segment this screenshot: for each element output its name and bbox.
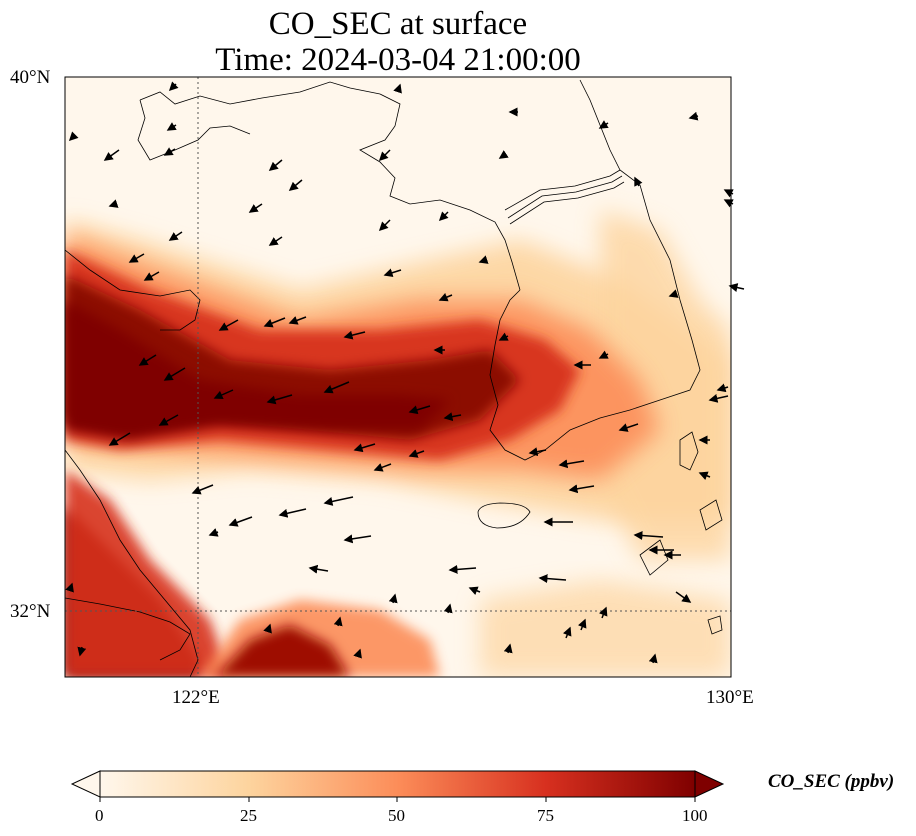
wind-arrow (266, 394, 293, 405)
wind-arrow (248, 203, 263, 213)
wind-arrow (578, 618, 587, 631)
wind-arrow (343, 534, 372, 544)
wind-arrow (191, 484, 214, 495)
wind-arrow (323, 381, 350, 394)
colorbar-unit-label: CO_SEC (ppbv) (768, 771, 895, 792)
wind-arrow (268, 159, 283, 171)
wind-arrow (108, 432, 131, 446)
wind-arrow (688, 111, 699, 121)
wind-arrow (438, 292, 453, 302)
wind-arrow (218, 319, 239, 331)
wind-arrow (443, 412, 462, 422)
wind-arrow (723, 189, 734, 198)
wind-arrow (599, 606, 608, 619)
wind-arrow (65, 582, 74, 593)
wind-arrow (468, 586, 481, 595)
wind-arrow (558, 459, 585, 469)
wind-arrow (103, 149, 120, 161)
wind-arrow (353, 648, 362, 659)
wind-arrow (388, 593, 398, 604)
wind-arrow (408, 405, 431, 415)
wind-arrow (698, 471, 711, 480)
wind-arrow (77, 646, 87, 657)
wind-arrow (263, 317, 286, 328)
map-title: CO_SEC at surface (268, 6, 528, 42)
wind-arrow (263, 623, 272, 634)
wind-arrow (716, 383, 729, 393)
wind-arrow (648, 653, 658, 664)
colorbar-tick-0: 0 (95, 806, 104, 825)
colorbar-gradient (100, 771, 695, 797)
wind-arrow (138, 354, 157, 366)
wind-arrow (168, 231, 183, 241)
wind-arrow (618, 423, 639, 432)
wind-arrow (158, 414, 179, 426)
wind-arrow (498, 150, 509, 159)
wind-arrow (723, 199, 734, 208)
wind-arrow (528, 447, 547, 457)
wind-arrow (288, 179, 303, 191)
lon-tick-130: 130°E (706, 687, 754, 708)
wind-arrow (443, 603, 453, 614)
wind-arrow (213, 389, 234, 400)
wind-arrow (208, 528, 219, 537)
wind-arrow (333, 616, 343, 627)
colorbar-tick-25: 25 (240, 806, 257, 825)
wind-arrow (393, 83, 402, 94)
wind-arrow (448, 564, 477, 574)
wind-arrow (568, 484, 595, 494)
wind-arrow (278, 508, 307, 518)
wind-arrow (163, 147, 176, 156)
gridlines (65, 77, 731, 677)
wind-arrow (438, 211, 449, 222)
wind-arrow (68, 131, 79, 142)
map-subtitle-time: Time: 2024-03-04 21:00:00 (215, 42, 581, 78)
wind-arrow (143, 271, 160, 281)
colorbar-tick-75: 75 (537, 806, 554, 825)
wind-arrow (168, 81, 179, 92)
wind-arrow (478, 255, 489, 264)
map-frame (64, 76, 732, 678)
wind-arrow (563, 626, 572, 639)
wind-arrow (668, 289, 679, 298)
wind-arrow (503, 643, 513, 654)
wind-arrow (498, 332, 509, 341)
wind-arrow (378, 149, 391, 162)
wind-arrow (343, 330, 366, 340)
wind-arrow (378, 219, 391, 232)
wind-arrow (323, 496, 354, 506)
lon-tick-122: 122°E (172, 687, 220, 708)
wind-arrow (708, 393, 729, 403)
wind-arrow (634, 176, 643, 187)
wind-arrow (108, 199, 119, 208)
wind-arrow (166, 122, 177, 131)
colorbar-extend-min (70, 770, 101, 798)
wind-arrow (373, 463, 392, 472)
wind-vectors (65, 81, 745, 664)
colorbar-extend-max (694, 770, 725, 798)
wind-arrow (288, 316, 307, 325)
colorbar-tick-100: 100 (682, 806, 708, 825)
concentration-field (65, 77, 731, 677)
wind-arrow (633, 531, 664, 541)
wind-arrow (598, 350, 609, 359)
wind-arrow (268, 236, 283, 246)
wind-arrow (163, 367, 186, 381)
wind-arrow (353, 443, 376, 453)
wind-arrow (538, 574, 567, 584)
wind-arrow (675, 591, 692, 603)
wind-arrow (308, 564, 329, 574)
wind-arrow (128, 253, 145, 263)
wind-arrow (598, 120, 609, 129)
colorbar-tick-50: 50 (388, 806, 405, 825)
wind-arrow (728, 283, 745, 292)
wind-arrow (383, 268, 402, 278)
lat-tick-40: 40°N (10, 67, 51, 88)
wind-arrow (408, 449, 425, 458)
wind-arrow (228, 516, 253, 527)
lat-tick-32: 32°N (10, 601, 51, 622)
colorbar (70, 770, 725, 802)
